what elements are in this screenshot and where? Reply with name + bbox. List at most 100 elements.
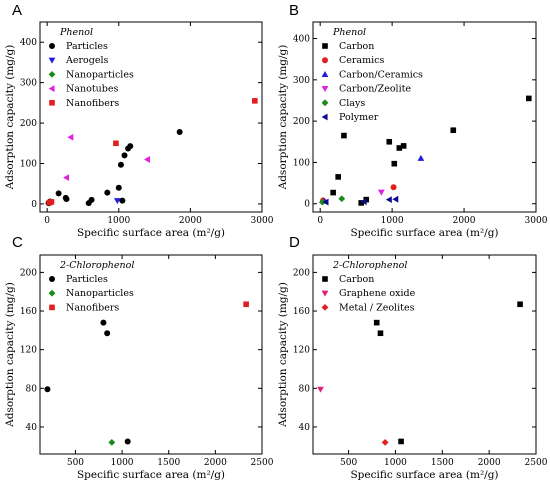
legend-marker <box>49 100 55 106</box>
data-point <box>392 195 399 203</box>
legend-marker <box>48 289 56 297</box>
y-tick-label: 200 <box>293 117 310 127</box>
legend-entry: Nanoparticles <box>66 69 134 80</box>
legend: 2-Chlorophenol Carbon Graphene oxide Metal … <box>321 260 416 313</box>
x-tick-label: 1500 <box>157 458 180 468</box>
y-tick-label: 300 <box>20 79 37 89</box>
x-tick-label: 2500 <box>251 458 274 468</box>
legend-title: 2-Chlorophenol <box>332 260 407 271</box>
legend-entry: Nanofibers <box>66 302 119 313</box>
legend-marker <box>321 99 329 107</box>
data-point <box>113 140 119 147</box>
data-point <box>417 154 425 161</box>
legend-entry: Nanotubes <box>66 84 118 95</box>
data-point <box>67 133 74 141</box>
data-point <box>338 195 346 203</box>
x-tick-label: 2000 <box>179 216 202 226</box>
data-point <box>322 198 329 206</box>
plot-frame <box>312 21 537 213</box>
legend-entry: Polymer <box>339 112 379 123</box>
data-point <box>450 127 457 134</box>
y-tick-label: 200 <box>20 119 37 129</box>
legend-marker <box>48 57 56 64</box>
legend-entry: Carbon <box>339 41 374 52</box>
legend-marker <box>322 43 328 49</box>
series-nanotubes <box>63 133 150 182</box>
data-point <box>117 161 124 168</box>
y-axis-label: Adsorption capacity (mg/g) <box>277 45 289 191</box>
x-tick-label: 3000 <box>251 216 274 226</box>
y-tick-label: 200 <box>293 268 310 278</box>
data-point <box>400 143 407 149</box>
panel-c: C 500 1000 1500 2000 2500 40 80 120 160 200 Specifi… <box>4 234 274 480</box>
data-point <box>391 160 398 167</box>
data-point <box>115 184 122 191</box>
legend-marker <box>321 304 329 311</box>
panel-letter: A <box>12 2 22 19</box>
x-tick-label: 2000 <box>204 458 227 468</box>
data-point <box>48 199 55 205</box>
y-axis-label: Adsorption capacity (mg/g) <box>4 45 16 191</box>
y-tick-label: 120 <box>293 346 310 356</box>
data-point <box>358 200 364 206</box>
data-point <box>390 184 397 191</box>
panel-b: B 0 1000 2000 3000 0 100 200 300 400 Specific surf… <box>277 2 548 239</box>
panel-letter: C <box>12 234 23 251</box>
legend-entry: Clays <box>339 98 365 109</box>
legend-entry: Carbon/Ceramics <box>339 69 423 80</box>
y-tick-label: 160 <box>293 307 310 317</box>
plot-frame <box>39 21 263 213</box>
y-tick-label: 0 <box>31 200 37 210</box>
plot-frame <box>312 254 537 455</box>
legend-marker <box>321 290 329 297</box>
legend-marker <box>48 71 56 78</box>
data-point <box>517 301 523 308</box>
x-tick-label: 1000 <box>384 458 407 468</box>
y-tick-label: 300 <box>293 76 310 86</box>
y-tick-label: 400 <box>20 38 37 48</box>
legend-marker <box>321 113 328 121</box>
legend-entry: Carbon <box>339 274 374 285</box>
y-tick-label: 100 <box>293 158 310 168</box>
series-graphene-oxide <box>317 386 324 393</box>
data-point <box>360 198 367 206</box>
series-nanofibers <box>46 98 258 206</box>
legend: 2-Chlorophenol Particles Nanoparticles Nano… <box>48 260 134 313</box>
series-aerogels <box>113 198 121 205</box>
legend-entry: Ceramics <box>339 55 384 66</box>
x-axis-label: Specific surface area (m²/g) <box>77 227 225 239</box>
y-tick-label: 200 <box>20 268 37 278</box>
y-tick-label: 160 <box>20 307 37 317</box>
x-tick-label: 3000 <box>525 216 548 226</box>
x-tick-label: 0 <box>44 216 50 226</box>
legend-entry: Carbon/Zeolite <box>339 84 411 95</box>
data-point <box>385 196 392 204</box>
data-point <box>243 301 249 308</box>
legend-marker <box>49 43 55 49</box>
legend-marker <box>322 276 328 282</box>
x-tick-label: 2000 <box>453 216 476 226</box>
y-tick-label: 0 <box>304 200 310 210</box>
y-tick-label: 80 <box>299 384 311 394</box>
legend-title: 2-Chlorophenol <box>59 260 134 271</box>
legend-entry: Metal / Zeolites <box>339 302 415 313</box>
panel-letter: B <box>289 2 299 19</box>
x-axis-label: Specific surface area (m²/g) <box>77 469 225 480</box>
x-tick-label: 500 <box>67 458 84 468</box>
data-point <box>104 189 111 196</box>
series-carbon <box>373 301 523 445</box>
x-axis-label: Specific surface area (m²/g) <box>350 227 498 239</box>
data-point <box>124 438 131 445</box>
y-axis-label: Adsorption capacity (mg/g) <box>4 282 16 428</box>
legend-marker <box>48 85 55 92</box>
legend-marker <box>49 276 55 282</box>
data-point <box>526 95 532 102</box>
legend-title: Phenol <box>332 27 366 38</box>
y-tick-label: 80 <box>26 384 38 394</box>
series-nanofibers <box>243 301 249 308</box>
data-point <box>121 152 128 159</box>
data-point <box>318 198 326 206</box>
series-polymer <box>322 195 399 206</box>
data-point <box>63 174 70 182</box>
